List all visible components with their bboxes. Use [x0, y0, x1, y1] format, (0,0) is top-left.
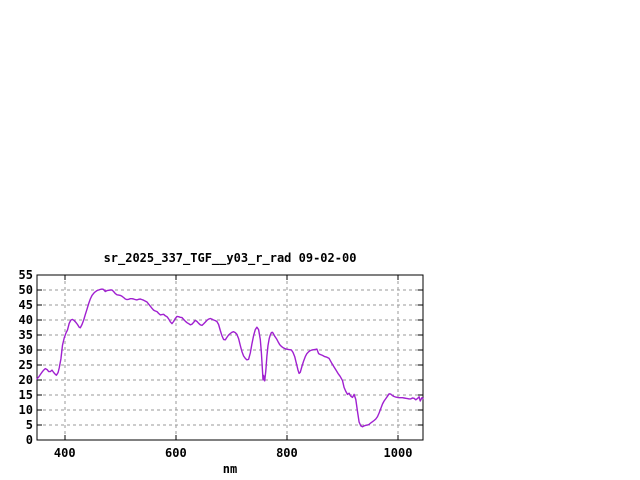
y-tick-label: 5 [25, 418, 33, 432]
chart-title: sr_2025_337_TGF__y03_r_rad 09-02-00 [103, 251, 357, 265]
y-tick-label: 10 [18, 403, 33, 417]
y-tick-label: 45 [18, 298, 33, 312]
y-tick-label: 20 [18, 373, 33, 387]
y-tick-label: 15 [18, 388, 33, 402]
y-tick-label: 25 [18, 358, 33, 372]
y-tick-label: 55 [18, 268, 33, 282]
y-tick-label: 30 [18, 343, 33, 357]
data-curve [36, 288, 424, 428]
x-tick-label: 1000 [383, 446, 413, 460]
x-tick-label: 400 [53, 446, 76, 460]
plot-border [36, 274, 424, 441]
y-tick-label: 35 [18, 328, 33, 342]
y-tick-label: 0 [25, 433, 33, 447]
x-tick-label: 600 [165, 446, 187, 460]
y-tick-label: 50 [18, 283, 33, 297]
x-axis-title: nm [222, 462, 238, 476]
y-tick-label: 40 [18, 313, 33, 327]
x-tick-label: 800 [276, 446, 298, 460]
